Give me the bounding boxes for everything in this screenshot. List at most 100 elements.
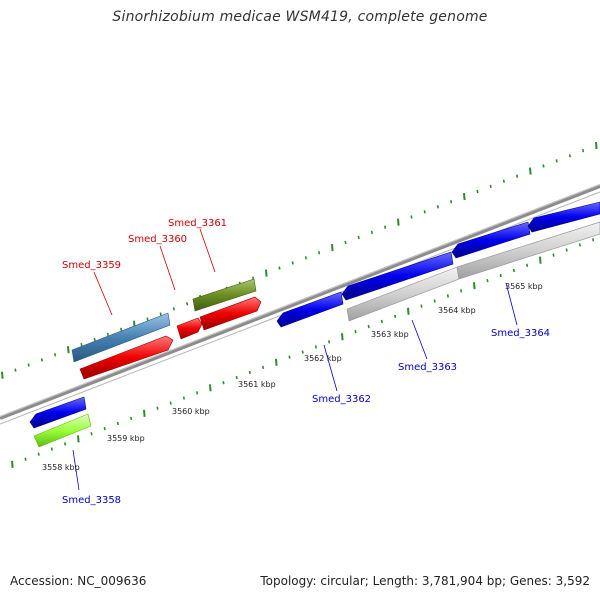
major-tick	[143, 409, 146, 417]
minor-tick	[423, 210, 426, 214]
minor-tick	[552, 253, 555, 257]
leader-smed-3361	[199, 228, 216, 273]
kbp-label-3559: 3559 kbp	[107, 434, 145, 443]
kbp-label-3562: 3562 kbp	[304, 354, 342, 363]
major-tick	[463, 193, 466, 201]
minor-tick	[235, 375, 238, 380]
minor-tick	[40, 358, 43, 362]
minor-tick	[80, 342, 83, 347]
major-tick	[397, 218, 400, 226]
cds-smed-3363-a[interactable]	[341, 251, 454, 301]
minor-tick	[502, 179, 505, 183]
cds-lime[interactable]	[33, 413, 92, 448]
gene-labels: Smed_3358 Smed_3359 Smed_3360 Smed_3361 …	[62, 218, 550, 506]
minor-tick	[172, 307, 175, 311]
minor-tick	[318, 251, 321, 255]
minor-tick	[380, 319, 383, 324]
minor-tick	[159, 312, 162, 316]
minor-tick	[182, 396, 185, 400]
major-tick	[275, 358, 278, 366]
cds-red-1[interactable]	[79, 335, 174, 380]
major-tick	[265, 269, 268, 277]
cds-grey-2[interactable]	[456, 221, 600, 280]
minor-tick	[93, 337, 96, 342]
minor-tick	[446, 294, 449, 298]
gene-label-smed-3363[interactable]: Smed_3363	[398, 362, 457, 373]
minor-tick	[516, 174, 519, 178]
minor-tick	[14, 368, 17, 372]
kbp-label-3564: 3564 kbp	[438, 306, 476, 315]
cds-smed-3361[interactable]	[192, 278, 257, 312]
cds-red-3[interactable]	[199, 296, 262, 331]
kbp-label-3560: 3560 kbp	[172, 407, 210, 416]
minor-tick	[592, 238, 595, 242]
major-tick	[67, 346, 70, 354]
minor-tick	[450, 200, 453, 204]
minor-tick	[106, 332, 109, 337]
cds-smed-3359[interactable]	[71, 312, 171, 363]
genome-backbone	[0, 184, 600, 425]
kbp-label-3561: 3561 kbp	[238, 380, 276, 389]
minor-tick	[90, 432, 93, 436]
minor-tick	[555, 159, 558, 163]
gene-label-smed-3361[interactable]: Smed_3361	[168, 218, 227, 229]
major-tick	[407, 307, 410, 315]
minor-tick	[24, 457, 27, 461]
leader-smed-3363	[411, 319, 428, 360]
minor-tick	[186, 302, 189, 306]
major-tick	[595, 141, 598, 150]
cds-smed-3358[interactable]	[29, 396, 87, 429]
minor-tick	[304, 256, 307, 260]
accession-label: Accession: NC_009636	[10, 574, 147, 588]
major-tick	[331, 244, 334, 252]
major-tick	[77, 435, 80, 443]
gene-label-smed-3364[interactable]: Smed_3364	[491, 328, 550, 339]
minor-tick	[476, 189, 479, 194]
minor-tick	[578, 243, 581, 247]
minor-tick	[50, 447, 53, 451]
minor-tick	[116, 421, 119, 426]
minor-tick	[156, 406, 159, 410]
minor-tick	[103, 426, 106, 431]
minor-tick	[278, 266, 281, 270]
minor-tick	[301, 350, 304, 354]
minor-tick	[27, 363, 30, 367]
gene-label-smed-3362[interactable]: Smed_3362	[312, 394, 371, 405]
gene-label-smed-3360[interactable]: Smed_3360	[128, 234, 187, 245]
minor-tick	[568, 154, 571, 158]
minor-tick	[357, 235, 360, 240]
minor-tick	[37, 452, 40, 456]
gene-label-smed-3359[interactable]: Smed_3359	[62, 260, 121, 271]
gene-label-smed-3358[interactable]: Smed_3358	[62, 495, 121, 506]
minor-tick	[384, 225, 387, 229]
minor-tick	[314, 345, 317, 349]
cds-smed-3364[interactable]	[527, 201, 600, 233]
cds-smed-3360[interactable]	[176, 317, 203, 340]
minor-tick	[344, 240, 347, 245]
minor-tick	[54, 353, 57, 357]
minor-tick	[499, 273, 502, 278]
minor-tick	[354, 329, 357, 334]
minus-strand-features	[29, 201, 600, 448]
minor-tick	[410, 215, 413, 219]
minor-tick	[291, 261, 294, 265]
minor-tick	[64, 442, 67, 446]
minor-tick	[370, 230, 373, 234]
minor-tick	[328, 340, 331, 344]
minor-tick	[420, 304, 423, 308]
kbp-label-3563: 3563 kbp	[371, 330, 409, 339]
minor-tick	[196, 391, 199, 395]
minor-tick	[433, 299, 436, 303]
major-tick	[529, 167, 532, 175]
leader-smed-3362	[323, 344, 338, 392]
major-tick	[11, 460, 14, 468]
minor-tick	[436, 205, 439, 209]
leader-smed-3364	[505, 282, 518, 326]
minor-tick	[486, 278, 489, 283]
minor-tick	[542, 164, 545, 168]
cds-smed-3362[interactable]	[276, 291, 344, 328]
minor-tick	[582, 148, 585, 153]
minor-tick	[222, 381, 225, 385]
minor-tick	[367, 324, 370, 329]
